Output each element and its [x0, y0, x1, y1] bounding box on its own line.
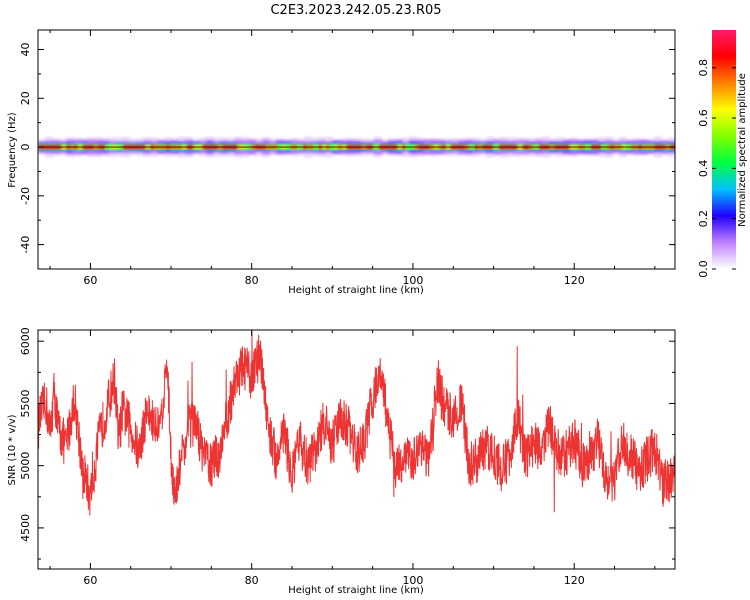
snr-ylabel: SNR (10 * v/v) [7, 414, 18, 485]
colorbar-ticks: 0.0 0.2 0.4 0.6 0.8 [697, 59, 736, 278]
colorbar-tick-label: 0.4 [697, 160, 710, 178]
spectrogram-ticks: 60 80 100 120 -40 -20 0 20 40 [19, 30, 675, 287]
colorbar-tick-label: 0.0 [697, 260, 710, 278]
spectrogram-band [38, 136, 675, 158]
spectrogram-ytick-label: 40 [19, 43, 32, 57]
colorbar: 0.0 0.2 0.4 0.6 0.8 Normalized spectral ampl… [697, 30, 748, 278]
snr-panel: 60 80 100 120 4500 5000 5500 6000 Height of str… [7, 327, 676, 596]
colorbar-gradient [712, 30, 736, 269]
spectrogram-xtick-label: 80 [245, 274, 259, 287]
figure-title: C2E3.2023.242.05.23.R05 [270, 3, 441, 18]
spectrogram-ytick-label: 20 [19, 91, 32, 105]
snr-xtick-label: 120 [564, 574, 585, 587]
spectrogram-xlabel: Height of straight line (km) [288, 285, 424, 296]
spectrogram-panel: 60 80 100 120 -40 -20 0 20 40 Height of straight… [7, 29, 676, 296]
spectrogram-ytick-label: -40 [19, 236, 32, 254]
spectrogram-ytick-label: -20 [19, 187, 32, 205]
snr-xlabel: Height of straight line (km) [288, 585, 424, 596]
snr-line [38, 330, 675, 516]
snr-ytick-label: 5000 [19, 452, 32, 480]
snr-xtick-label: 80 [245, 574, 259, 587]
spectrogram-xtick-label: 100 [402, 274, 423, 287]
spectrogram-xtick-label: 60 [83, 274, 97, 287]
snr-ytick-label: 5500 [19, 389, 32, 417]
colorbar-label: Normalized spectral amplitude [737, 73, 748, 227]
spectrogram-ylabel: Frequency (Hz) [7, 112, 18, 188]
spectrogram-ytick-label: 0 [19, 144, 32, 151]
colorbar-tick-label: 0.2 [697, 210, 710, 228]
snr-ticks: 60 80 100 120 4500 5000 5500 6000 [19, 327, 675, 587]
snr-xtick-label: 60 [83, 574, 97, 587]
spectrogram-frame [37, 29, 676, 270]
snr-ytick-label: 4500 [19, 514, 32, 542]
snr-ytick-label: 6000 [19, 327, 32, 355]
colorbar-tick-label: 0.6 [697, 109, 710, 127]
snr-xtick-label: 100 [402, 574, 423, 587]
colorbar-tick-label: 0.8 [697, 59, 710, 77]
snr-frame [37, 329, 676, 570]
spectrogram-xtick-label: 120 [564, 274, 585, 287]
